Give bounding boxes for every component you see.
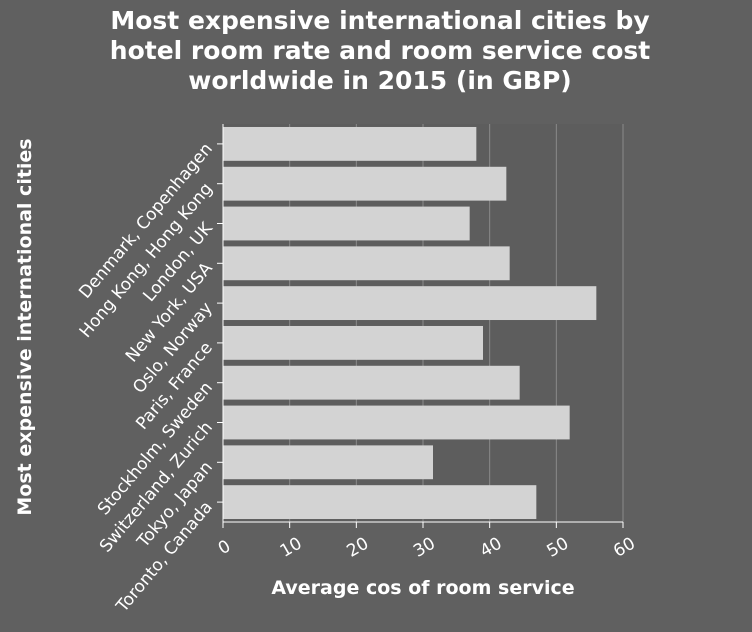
x-axis-label: Average cos of room service	[271, 577, 574, 599]
bar	[223, 365, 520, 400]
bar	[223, 206, 470, 241]
bar	[223, 325, 483, 360]
x-tick-label: 30	[410, 534, 439, 562]
chart-title: Most expensive international cities by h…	[109, 6, 651, 95]
x-tick-label: 10	[277, 534, 306, 562]
bar	[223, 286, 597, 321]
bar	[223, 405, 570, 440]
x-tick-label: 20	[343, 534, 372, 562]
bar	[223, 246, 510, 281]
bar	[223, 166, 507, 201]
y-axis-label: Most expensive international cities	[14, 138, 36, 515]
x-tick-label: 0	[215, 536, 234, 559]
x-tick-label: 50	[543, 534, 572, 562]
x-tick-label: 60	[610, 534, 639, 562]
bar	[223, 126, 477, 161]
bar	[223, 485, 537, 520]
x-tick-label: 40	[477, 534, 506, 562]
bar	[223, 445, 433, 480]
